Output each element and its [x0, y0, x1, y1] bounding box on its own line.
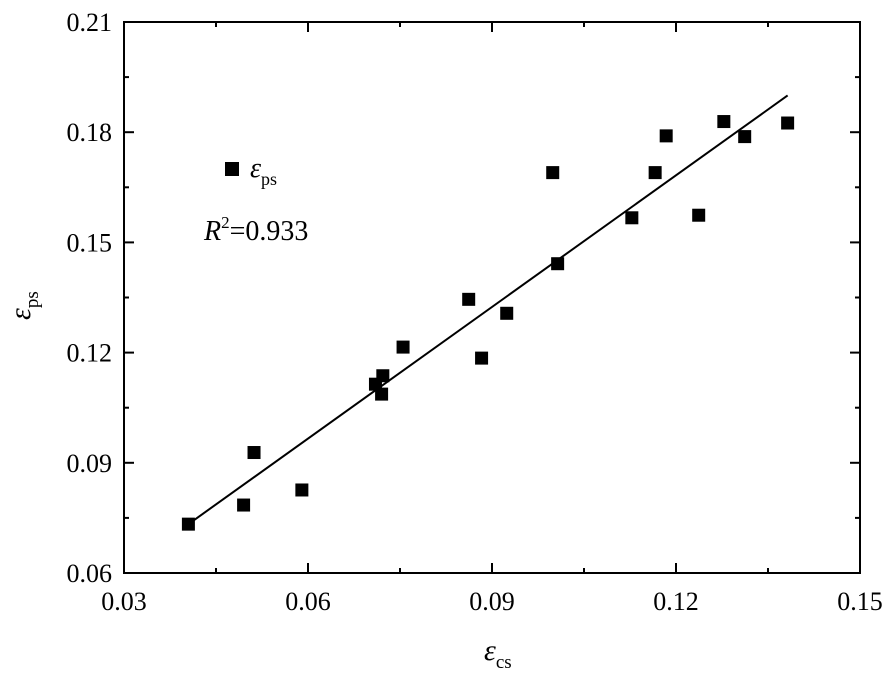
x-axis-subscript: cs — [496, 652, 512, 673]
x-tick-label: 0.06 — [285, 587, 331, 616]
y-tick-label: 0.09 — [67, 449, 113, 478]
data-point — [295, 483, 309, 497]
data-point — [181, 517, 195, 531]
y-axis-symbol: ε — [4, 308, 37, 320]
fit-line — [187, 94, 789, 525]
data-point — [546, 166, 560, 180]
data-point — [375, 387, 389, 401]
legend-symbol: ε — [250, 153, 261, 184]
r-value: =0.933 — [230, 216, 309, 247]
y-tick-label: 0.06 — [67, 559, 113, 588]
axis-ticks — [123, 21, 861, 574]
x-tick-label: 0.03 — [101, 587, 147, 616]
y-tick-label: 0.18 — [67, 118, 113, 147]
data-point — [781, 116, 795, 130]
axis-tick-labels: 0.03 0.06 0.09 0.12 0.150.060.090.120.150.18… — [67, 8, 883, 616]
data-point — [475, 351, 489, 365]
data-point — [396, 340, 410, 354]
r-label: R — [203, 216, 221, 247]
y-tick-label: 0.12 — [67, 339, 113, 368]
legend: εps — [225, 153, 277, 189]
y-tick-label: 0.21 — [67, 8, 113, 37]
y-tick-label: 0.15 — [67, 228, 113, 257]
legend-label: εps — [250, 153, 277, 189]
data-point — [551, 257, 565, 271]
data-point — [738, 130, 752, 144]
data-point — [247, 446, 261, 460]
data-points — [181, 115, 795, 531]
data-point — [500, 306, 514, 320]
x-tick-label: 0.09 — [469, 587, 515, 616]
data-point — [648, 166, 662, 180]
r-squared-annotation: R2=0.933 — [203, 213, 308, 247]
legend-marker — [225, 162, 239, 176]
fit-line-group — [187, 94, 789, 525]
x-axis-symbol: ε — [484, 634, 496, 667]
y-axis-title: εps — [4, 291, 43, 320]
data-point — [376, 369, 390, 383]
data-point — [717, 115, 731, 129]
data-point — [462, 292, 476, 306]
legend-subscript: ps — [261, 169, 277, 189]
data-point — [625, 211, 639, 225]
x-axis-title: εcs — [484, 634, 512, 673]
data-point — [659, 129, 673, 143]
r-superscript: 2 — [221, 213, 230, 232]
x-tick-label: 0.12 — [653, 587, 699, 616]
data-point — [237, 498, 251, 512]
y-axis-subscript: ps — [22, 291, 43, 308]
data-point — [692, 208, 706, 222]
x-tick-label: 0.15 — [837, 587, 883, 616]
